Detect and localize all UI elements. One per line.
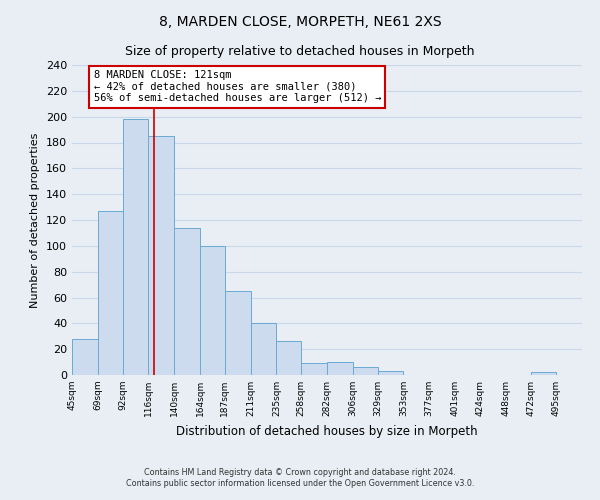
Y-axis label: Number of detached properties: Number of detached properties xyxy=(31,132,40,308)
Text: 8 MARDEN CLOSE: 121sqm
← 42% of detached houses are smaller (380)
56% of semi-de: 8 MARDEN CLOSE: 121sqm ← 42% of detached… xyxy=(94,70,381,103)
Bar xyxy=(301,364,327,375)
Bar xyxy=(251,324,277,375)
Bar xyxy=(122,119,148,375)
Bar xyxy=(327,362,353,375)
Bar xyxy=(200,246,225,375)
Text: Contains HM Land Registry data © Crown copyright and database right 2024.
Contai: Contains HM Land Registry data © Crown c… xyxy=(126,468,474,487)
X-axis label: Distribution of detached houses by size in Morpeth: Distribution of detached houses by size … xyxy=(176,424,478,438)
Bar xyxy=(174,228,200,375)
Bar xyxy=(377,371,403,375)
Bar xyxy=(277,342,301,375)
Bar xyxy=(225,291,251,375)
Bar xyxy=(148,136,174,375)
Bar xyxy=(532,372,556,375)
Text: Size of property relative to detached houses in Morpeth: Size of property relative to detached ho… xyxy=(125,45,475,58)
Bar xyxy=(353,367,377,375)
Bar xyxy=(98,211,122,375)
Bar xyxy=(72,339,98,375)
Text: 8, MARDEN CLOSE, MORPETH, NE61 2XS: 8, MARDEN CLOSE, MORPETH, NE61 2XS xyxy=(158,15,442,29)
